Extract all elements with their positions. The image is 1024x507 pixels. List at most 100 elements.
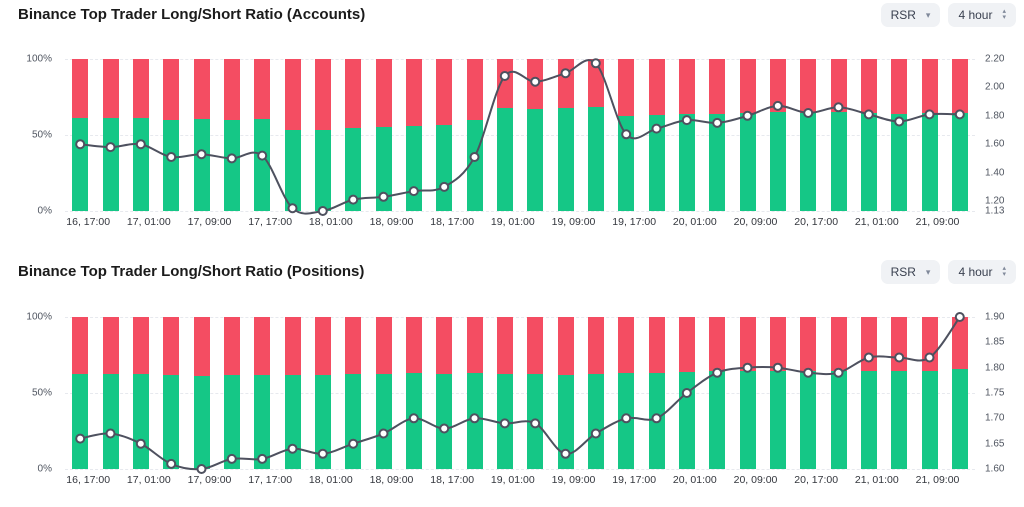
- short-bar-segment[interactable]: [193, 317, 210, 376]
- ratio-line-point[interactable]: [772, 100, 783, 111]
- ratio-line-point[interactable]: [590, 58, 601, 69]
- long-bar-segment[interactable]: [769, 371, 786, 469]
- long-bar-segment[interactable]: [739, 371, 756, 469]
- short-bar-segment[interactable]: [254, 317, 271, 376]
- ratio-line-point[interactable]: [894, 116, 905, 127]
- long-bar-segment[interactable]: [800, 371, 817, 469]
- short-bar-segment[interactable]: [254, 59, 271, 120]
- long-bar-segment[interactable]: [72, 117, 89, 211]
- long-bar-segment[interactable]: [557, 374, 574, 469]
- short-bar-segment[interactable]: [466, 317, 483, 374]
- long-bar-segment[interactable]: [921, 113, 938, 211]
- long-bar-segment[interactable]: [223, 375, 240, 469]
- short-bar-segment[interactable]: [132, 317, 149, 375]
- long-bar-segment[interactable]: [860, 113, 877, 211]
- short-bar-segment[interactable]: [648, 59, 665, 116]
- ratio-line-point[interactable]: [317, 448, 328, 459]
- long-bar-segment[interactable]: [557, 108, 574, 211]
- ratio-line-point[interactable]: [257, 453, 268, 464]
- short-bar-segment[interactable]: [496, 317, 513, 374]
- long-bar-segment[interactable]: [193, 119, 210, 211]
- long-bar-segment[interactable]: [709, 114, 726, 211]
- short-bar-segment[interactable]: [618, 59, 635, 116]
- long-bar-segment[interactable]: [496, 108, 513, 211]
- long-bar-segment[interactable]: [284, 374, 301, 469]
- long-bar-segment[interactable]: [132, 117, 149, 211]
- short-bar-segment[interactable]: [557, 317, 574, 375]
- short-bar-segment[interactable]: [132, 59, 149, 118]
- ratio-line-point[interactable]: [166, 152, 177, 162]
- long-bar-segment[interactable]: [860, 371, 877, 469]
- short-bar-segment[interactable]: [830, 317, 847, 372]
- short-bar-segment[interactable]: [648, 317, 665, 374]
- short-bar-segment[interactable]: [223, 59, 240, 120]
- long-bar-segment[interactable]: [375, 374, 392, 469]
- ratio-line-point[interactable]: [833, 102, 844, 113]
- long-bar-segment[interactable]: [527, 109, 544, 211]
- ratio-line-point[interactable]: [135, 438, 146, 449]
- ratio-line-point[interactable]: [621, 413, 632, 424]
- ratio-line-point[interactable]: [499, 71, 510, 81]
- long-bar-segment[interactable]: [102, 118, 119, 211]
- ratio-line-point[interactable]: [651, 123, 662, 134]
- ratio-line-point[interactable]: [894, 352, 905, 363]
- ratio-line-point[interactable]: [105, 142, 116, 153]
- long-bar-segment[interactable]: [709, 371, 726, 469]
- long-bar-segment[interactable]: [72, 374, 89, 469]
- short-bar-segment[interactable]: [587, 317, 604, 374]
- long-bar-segment[interactable]: [921, 371, 938, 469]
- long-bar-segment[interactable]: [163, 375, 180, 469]
- ratio-line-point[interactable]: [499, 418, 510, 429]
- ratio-line-point[interactable]: [287, 443, 298, 454]
- short-bar-segment[interactable]: [951, 317, 968, 370]
- ratio-line-point[interactable]: [469, 152, 480, 162]
- long-bar-segment[interactable]: [163, 119, 180, 211]
- ratio-line-point[interactable]: [317, 206, 328, 216]
- long-bar-segment[interactable]: [951, 113, 968, 211]
- ratio-line-point[interactable]: [530, 76, 541, 87]
- long-bar-segment[interactable]: [830, 371, 847, 469]
- short-bar-segment[interactable]: [618, 317, 635, 374]
- long-bar-segment[interactable]: [739, 113, 756, 211]
- long-bar-segment[interactable]: [436, 373, 453, 469]
- short-bar-segment[interactable]: [527, 317, 544, 374]
- short-bar-segment[interactable]: [405, 317, 422, 374]
- metric-select[interactable]: RSR ▾: [880, 260, 941, 284]
- short-bar-segment[interactable]: [163, 59, 180, 120]
- metric-select[interactable]: RSR ▾: [880, 3, 941, 27]
- ratio-line-point[interactable]: [742, 362, 753, 373]
- short-bar-segment[interactable]: [223, 317, 240, 376]
- short-bar-segment[interactable]: [800, 59, 817, 113]
- short-bar-segment[interactable]: [678, 317, 695, 373]
- short-bar-segment[interactable]: [860, 59, 877, 114]
- short-bar-segment[interactable]: [102, 59, 119, 118]
- ratio-line-point[interactable]: [196, 464, 207, 474]
- short-bar-segment[interactable]: [709, 317, 726, 372]
- short-bar-segment[interactable]: [769, 317, 786, 372]
- short-bar-segment[interactable]: [496, 59, 513, 109]
- short-bar-segment[interactable]: [314, 59, 331, 131]
- long-bar-segment[interactable]: [951, 369, 968, 469]
- ratio-line-point[interactable]: [226, 453, 237, 464]
- short-bar-segment[interactable]: [314, 317, 331, 375]
- ratio-line-point[interactable]: [590, 428, 601, 439]
- short-bar-segment[interactable]: [800, 317, 817, 372]
- long-bar-segment[interactable]: [891, 114, 908, 211]
- short-bar-segment[interactable]: [102, 317, 119, 374]
- ratio-line-point[interactable]: [621, 129, 632, 140]
- short-bar-segment[interactable]: [739, 59, 756, 114]
- long-bar-segment[interactable]: [223, 119, 240, 211]
- long-bar-segment[interactable]: [769, 111, 786, 211]
- ratio-line-point[interactable]: [954, 312, 965, 322]
- ratio-line-point[interactable]: [681, 388, 692, 398]
- ratio-line-point[interactable]: [166, 458, 177, 469]
- ratio-line-point[interactable]: [105, 428, 116, 439]
- interval-select[interactable]: 4 hour ▴ ▾: [948, 3, 1016, 27]
- short-bar-segment[interactable]: [436, 317, 453, 374]
- long-bar-segment[interactable]: [800, 113, 817, 211]
- ratio-line-point[interactable]: [378, 191, 389, 202]
- short-bar-segment[interactable]: [436, 59, 453, 126]
- ratio-line-point[interactable]: [378, 428, 389, 439]
- ratio-line-point[interactable]: [196, 149, 207, 160]
- long-bar-segment[interactable]: [466, 119, 483, 211]
